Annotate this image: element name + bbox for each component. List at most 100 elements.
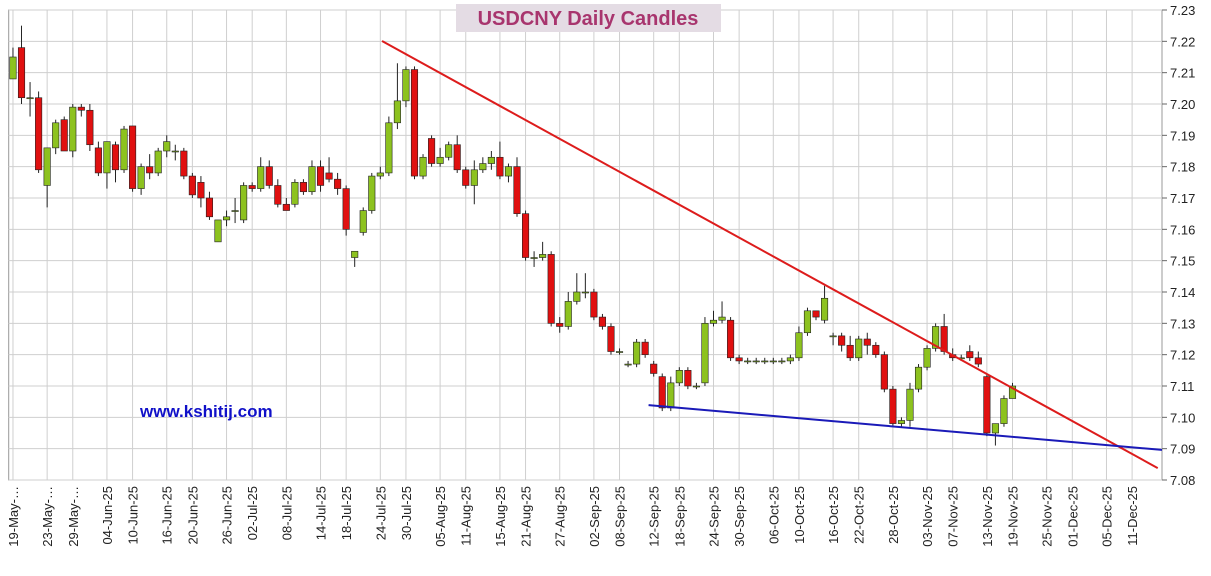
candle-body — [351, 250, 359, 258]
y-tick-label: 7.19 — [1170, 128, 1195, 143]
candle-body — [564, 301, 572, 327]
candle-body — [214, 219, 222, 243]
candle-body — [846, 344, 854, 359]
x-tick-label: 24-Sep-25 — [706, 486, 721, 547]
candle-body — [966, 351, 974, 359]
candle-body — [410, 69, 419, 177]
candle-body — [368, 175, 376, 211]
candle-body — [445, 144, 453, 158]
candle-body — [581, 291, 589, 294]
candle-body — [334, 178, 342, 189]
candle-body — [154, 150, 162, 174]
candle-body — [86, 109, 94, 146]
x-tick-label: 24-Jul-25 — [373, 486, 388, 540]
candle-body — [940, 326, 948, 352]
candle-body — [650, 363, 658, 374]
candle-body — [795, 332, 803, 359]
candle-body — [573, 291, 581, 302]
candle-body — [257, 166, 265, 189]
candle-body — [248, 185, 256, 189]
candle-body — [282, 203, 290, 211]
x-tick-label: 16-Jun-25 — [160, 486, 175, 545]
x-tick-label: 02-Jul-25 — [245, 486, 260, 540]
candle-body — [137, 166, 145, 189]
x-tick-label: 04-Jun-25 — [100, 486, 115, 545]
candle-body — [453, 144, 461, 171]
candle-body — [504, 166, 513, 177]
candle-body — [803, 310, 812, 334]
candle-body — [855, 338, 863, 359]
candle-body — [744, 360, 752, 363]
x-tick-label: 30-Sep-25 — [732, 486, 747, 547]
candle-body — [359, 210, 367, 233]
candle-body — [487, 156, 495, 164]
x-tick-label: 10-Oct-25 — [792, 486, 807, 544]
candle-body — [265, 166, 273, 186]
x-tick-label: 29-May-… — [66, 486, 81, 547]
candle-body — [205, 197, 214, 218]
candle-body — [385, 122, 393, 174]
candle-body — [914, 366, 923, 390]
y-tick-label: 7.10 — [1170, 410, 1195, 425]
candle-body — [991, 423, 999, 434]
x-tick-label: 05-Aug-25 — [433, 486, 448, 547]
candle-body — [872, 344, 880, 355]
candle-body — [26, 97, 34, 100]
candle-body — [316, 166, 325, 186]
candle-body — [701, 323, 709, 384]
y-tick-label: 7.08 — [1170, 473, 1195, 488]
x-tick-label: 01-Dec-25 — [1065, 486, 1080, 547]
y-tick-label: 7.20 — [1170, 97, 1195, 112]
candle-body — [709, 319, 718, 324]
x-tick-label: 06-Oct-25 — [766, 486, 781, 544]
title-box — [456, 4, 721, 32]
candle-body — [402, 69, 410, 102]
candle-body — [171, 150, 179, 153]
candle-body — [52, 122, 60, 149]
y-tick-label: 7.13 — [1170, 316, 1195, 331]
candle-body — [462, 169, 470, 186]
candle-body — [624, 363, 632, 366]
y-tick-label: 7.14 — [1170, 285, 1195, 300]
candle-body — [641, 341, 649, 355]
x-tick-label: 08-Sep-25 — [613, 486, 628, 547]
candle-body — [342, 188, 350, 230]
candle-body — [103, 141, 111, 174]
candle-body — [419, 156, 427, 177]
candle-body — [812, 310, 820, 318]
marks — [9, 25, 1163, 469]
x-tick-label: 27-Aug-25 — [553, 486, 568, 547]
candle-body — [479, 163, 487, 171]
x-tick-label: 10-Jun-25 — [126, 486, 141, 545]
candle-body — [17, 47, 26, 99]
candle-body — [692, 385, 700, 388]
candle-body — [111, 144, 120, 171]
candle-body — [923, 348, 931, 368]
candle-body — [615, 351, 624, 353]
candle-body — [889, 388, 897, 424]
candle-body — [393, 100, 401, 124]
y-tick-label: 7.22 — [1170, 34, 1195, 49]
candle-body — [428, 138, 436, 164]
candle-body — [547, 254, 555, 324]
candle-body — [718, 316, 726, 321]
x-tick-label: 08-Jul-25 — [279, 486, 294, 540]
candle-body — [863, 338, 871, 346]
candle-body — [778, 360, 786, 363]
candle-body — [129, 125, 137, 189]
x-tick-label: 18-Sep-25 — [672, 486, 687, 547]
y-tick-label: 7.12 — [1170, 348, 1195, 363]
candle-body — [727, 319, 735, 359]
candle-body — [658, 376, 666, 409]
candle-body — [880, 354, 888, 390]
candle-body — [146, 166, 154, 174]
x-tick-label: 19-Nov-25 — [1005, 486, 1020, 547]
y-tick-label: 7.15 — [1170, 254, 1195, 269]
candle-body — [274, 185, 282, 205]
x-tick-label: 19-May-… — [6, 486, 21, 547]
candle-body — [77, 106, 85, 111]
candle-body — [240, 185, 248, 221]
y-tick-label: 7.09 — [1170, 442, 1195, 457]
candle-body — [838, 335, 846, 346]
grid — [8, 9, 1167, 481]
